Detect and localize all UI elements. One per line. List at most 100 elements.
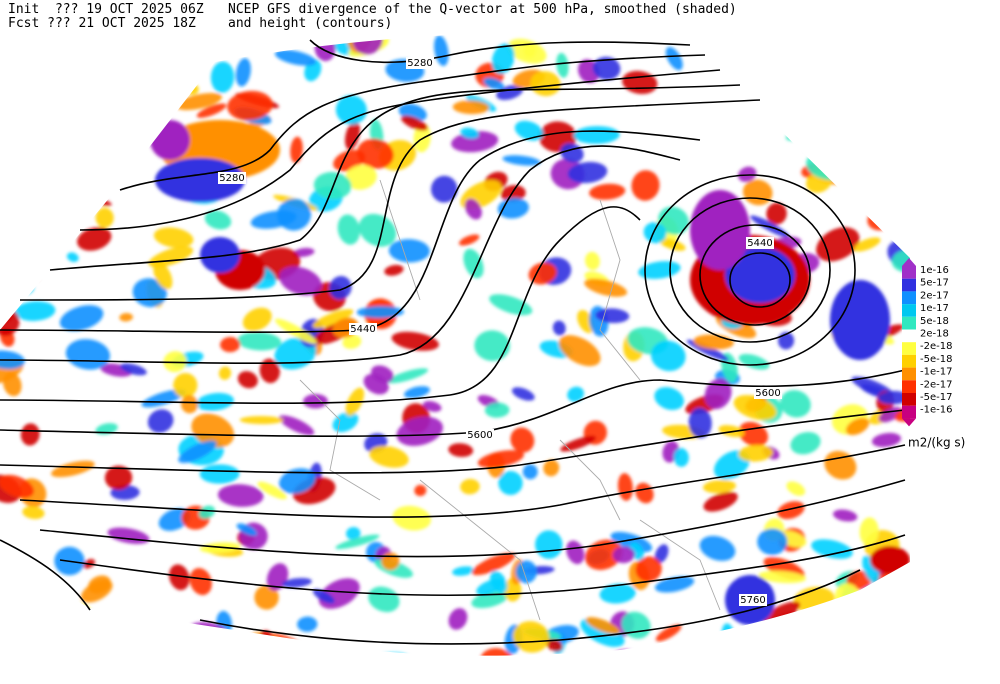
shade-blob <box>643 222 667 244</box>
shade-blob <box>358 213 397 247</box>
shade-blob <box>404 386 430 399</box>
shade-blob <box>862 555 880 584</box>
contour-line <box>0 409 906 474</box>
shade-blob <box>236 523 257 536</box>
shade-blob <box>766 202 787 225</box>
shade-blob <box>498 470 523 496</box>
shade-blob <box>865 586 893 598</box>
shade-feature <box>725 247 795 303</box>
contour-line <box>644 174 856 366</box>
shade-blob <box>239 416 284 425</box>
shade-blob <box>463 248 484 279</box>
shade-blob <box>163 351 187 373</box>
shade-blob <box>818 74 859 97</box>
shade-blob <box>900 570 910 592</box>
shade-blob <box>189 568 212 596</box>
shade-blob <box>226 636 253 653</box>
shade-blob <box>88 575 111 594</box>
contour-line <box>0 206 641 405</box>
shade-blob <box>413 123 431 153</box>
shade-blob <box>500 185 526 202</box>
shade-blob <box>811 539 853 559</box>
shade-blob <box>584 278 628 297</box>
colorbar-swatch <box>902 367 916 381</box>
shade-blob <box>434 35 449 67</box>
shade-blob <box>68 104 86 116</box>
contour-line <box>0 130 701 334</box>
contour-label: 5760 <box>740 595 765 606</box>
shade-blob <box>26 73 59 104</box>
shade-blob <box>120 363 147 376</box>
shade-blob <box>303 394 328 409</box>
shade-blob <box>335 534 380 550</box>
shade-blob <box>387 368 429 384</box>
shade-blob <box>23 32 53 57</box>
shade-blob <box>257 481 287 500</box>
shade-blob <box>804 125 847 152</box>
shade-blob <box>173 372 198 398</box>
shade-blob <box>86 115 116 141</box>
colorbar-swatch <box>902 405 916 419</box>
contour-label-box <box>349 323 377 335</box>
shade-blob <box>878 390 910 405</box>
shade-blob <box>514 120 544 141</box>
colorbar-swatch <box>902 304 916 317</box>
colorbar-label: 5e-18 <box>920 316 949 327</box>
shade-blob <box>825 160 865 175</box>
shade-blob <box>886 641 910 656</box>
country-border <box>639 519 721 611</box>
contour-line <box>309 39 691 63</box>
shade-blob <box>312 588 335 604</box>
shade-blob <box>7 629 49 648</box>
shade-blob <box>738 444 774 462</box>
shade-blob <box>458 234 480 246</box>
shade-blob <box>855 596 897 626</box>
contour-line <box>79 69 721 231</box>
shade-blob <box>491 43 515 75</box>
shade-blob <box>384 264 404 276</box>
shade-blob <box>5 70 37 88</box>
shade-blob <box>422 401 442 412</box>
shade-blob <box>41 151 73 162</box>
shade-blob <box>804 58 835 80</box>
shade-blob <box>67 177 108 200</box>
shade-blob <box>452 566 475 576</box>
shade-blob <box>59 654 102 680</box>
shade-feature <box>870 546 910 574</box>
shade-blob <box>655 624 682 642</box>
shade-blob <box>106 627 147 656</box>
shade-blob <box>448 443 474 457</box>
contour-label: 5440 <box>747 238 772 249</box>
colorbar-label: -1e-16 <box>920 405 952 416</box>
shade-blob <box>34 118 65 144</box>
shade-blob <box>22 506 45 520</box>
shade-blob <box>0 474 34 498</box>
colorbar-swatch <box>902 393 916 406</box>
shade-blob <box>169 564 190 591</box>
shade-blob <box>344 120 360 150</box>
shade-blob <box>654 544 669 564</box>
shade-blob <box>335 95 367 125</box>
shade-blob <box>546 638 563 652</box>
shade-blob <box>227 90 273 121</box>
shade-blob <box>175 92 222 111</box>
shade-blob <box>758 570 807 584</box>
shade-blob <box>566 540 585 565</box>
shade-blob <box>235 58 251 87</box>
colorbar-label: -2e-17 <box>920 379 952 390</box>
shade-blob <box>688 407 712 439</box>
shade-blob <box>392 505 432 531</box>
shade-blob <box>67 190 112 206</box>
shade-blob <box>631 170 660 201</box>
shade-blob <box>290 136 303 164</box>
contour-line <box>39 479 906 558</box>
shade-feature <box>690 190 750 270</box>
shade-blob <box>824 450 857 480</box>
shade-blob <box>31 84 44 94</box>
shade-blob <box>757 528 788 556</box>
shade-blob <box>391 331 439 351</box>
shade-blob <box>613 660 643 679</box>
